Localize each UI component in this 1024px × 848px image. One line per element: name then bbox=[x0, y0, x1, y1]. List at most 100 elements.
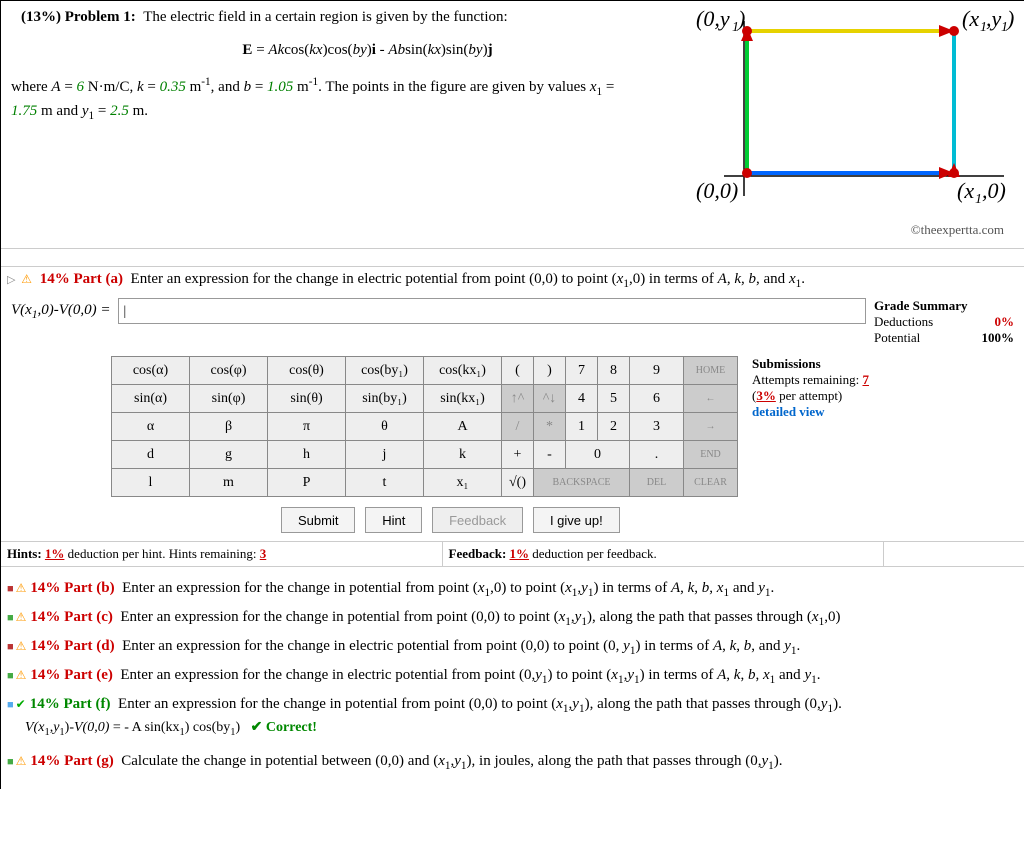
key-A[interactable]: A bbox=[424, 413, 502, 441]
part-line[interactable]: 14% Part (c) Enter an expression for the… bbox=[7, 604, 1018, 633]
key-cos(kx₁)[interactable]: cos(kx₁) bbox=[424, 357, 502, 385]
key-π[interactable]: π bbox=[268, 413, 346, 441]
problem-intro: The electric field in a certain region i… bbox=[143, 9, 507, 25]
problem-top-row: (13%) Problem 1: The electric field in a… bbox=[1, 1, 1024, 248]
part-line[interactable]: 14% Part (d) Enter an expression for the… bbox=[7, 633, 1018, 662]
svg-text:(x: (x bbox=[962, 6, 979, 31]
warn-icon bbox=[21, 271, 36, 287]
key-j[interactable]: j bbox=[346, 441, 424, 469]
key-left[interactable]: ← bbox=[684, 385, 738, 413]
part-text: Enter an expression for the change in el… bbox=[120, 667, 820, 683]
hint-button[interactable]: Hint bbox=[365, 507, 422, 533]
key-sin(φ)[interactable]: sin(φ) bbox=[190, 385, 268, 413]
key-α[interactable]: α bbox=[112, 413, 190, 441]
key-right[interactable]: → bbox=[684, 413, 738, 441]
key-x₁[interactable]: x₁ bbox=[424, 469, 502, 497]
key-9[interactable]: 9 bbox=[630, 357, 684, 385]
key-7[interactable]: 7 bbox=[566, 357, 598, 385]
key-)[interactable]: ) bbox=[534, 357, 566, 385]
feedback-button[interactable]: Feedback bbox=[432, 507, 523, 533]
key-d[interactable]: d bbox=[112, 441, 190, 469]
attempts-label: Attempts remaining: bbox=[752, 372, 859, 387]
key-home[interactable]: HOME bbox=[684, 357, 738, 385]
key-t[interactable]: t bbox=[346, 469, 424, 497]
part-icon bbox=[7, 580, 16, 596]
submit-button[interactable]: Submit bbox=[281, 507, 355, 533]
feedback-cell: Feedback: 1% deduction per feedback. bbox=[443, 542, 885, 566]
key-cos(α)[interactable]: cos(α) bbox=[112, 357, 190, 385]
key-^↓[interactable]: ^↓ bbox=[534, 385, 566, 413]
diagram-svg: (0,y 1 ) (x 1 ,y 1 ) (0,0) (x 1 ,0) bbox=[664, 1, 1014, 211]
key-sin(kx₁)[interactable]: sin(kx₁) bbox=[424, 385, 502, 413]
part-label: 14% Part (b) bbox=[30, 580, 114, 596]
problem-percent: (13%) bbox=[21, 9, 61, 25]
key-g[interactable]: g bbox=[190, 441, 268, 469]
key-cos(θ)[interactable]: cos(θ) bbox=[268, 357, 346, 385]
part-text: Enter an expression for the change in el… bbox=[122, 638, 800, 654]
per-attempt: (3% per attempt) bbox=[752, 388, 878, 404]
key-sqrt[interactable]: √() bbox=[502, 469, 534, 497]
keypad-table: cos(α)cos(φ)cos(θ)cos(by₁)cos(kx₁)()789H… bbox=[111, 356, 738, 497]
key-cos(by₁)[interactable]: cos(by₁) bbox=[346, 357, 424, 385]
potential-label: Potential bbox=[874, 330, 920, 346]
key-↑^[interactable]: ↑^ bbox=[502, 385, 534, 413]
answer-row: V(x1,0)-V(0,0) = Grade Summary Deduction… bbox=[1, 294, 1024, 350]
action-row: Submit Hint Feedback I give up! bbox=[1, 501, 1024, 541]
key-h[interactable]: h bbox=[268, 441, 346, 469]
svg-text:(0,y: (0,y bbox=[696, 6, 730, 31]
hints-row: Hints: 1% deduction per hint. Hints rema… bbox=[1, 541, 1024, 567]
part-text: Enter an expression for the change in po… bbox=[120, 609, 840, 625]
part-line[interactable]: 14% Part (b) Enter an expression for the… bbox=[7, 575, 1018, 604]
key-del[interactable]: DEL bbox=[630, 469, 684, 497]
part-answer: V(x1,y1)-V(0,0) = - A sin(kx1) cos(by1) … bbox=[7, 719, 1018, 738]
diagram-panel: (0,y 1 ) (x 1 ,y 1 ) (0,0) (x 1 ,0) ©the… bbox=[654, 1, 1024, 248]
problem-container: (13%) Problem 1: The electric field in a… bbox=[0, 0, 1024, 789]
key-1[interactable]: 1 bbox=[566, 413, 598, 441]
attempts-value: 7 bbox=[862, 372, 869, 387]
key-cos(φ)[interactable]: cos(φ) bbox=[190, 357, 268, 385]
key-4[interactable]: 4 bbox=[566, 385, 598, 413]
key-8[interactable]: 8 bbox=[598, 357, 630, 385]
key-m[interactable]: m bbox=[190, 469, 268, 497]
key-([interactable]: ( bbox=[502, 357, 534, 385]
status-icon bbox=[16, 667, 31, 683]
key-/[interactable]: / bbox=[502, 413, 534, 441]
part-a-text: 14% Part (a) Enter an expression for the… bbox=[40, 271, 805, 287]
part-line[interactable]: 14% Part (e) Enter an expression for the… bbox=[7, 662, 1018, 691]
key-β[interactable]: β bbox=[190, 413, 268, 441]
key-dot[interactable]: . bbox=[630, 441, 684, 469]
grade-summary: Grade Summary Deductions0% Potential100% bbox=[874, 298, 1014, 346]
key-clear[interactable]: CLEAR bbox=[684, 469, 738, 497]
collapse-icon[interactable] bbox=[7, 271, 17, 287]
key-3[interactable]: 3 bbox=[630, 413, 684, 441]
answer-input[interactable] bbox=[118, 298, 866, 324]
giveup-button[interactable]: I give up! bbox=[533, 507, 620, 533]
svg-text:(x: (x bbox=[957, 178, 974, 203]
part-icon bbox=[7, 667, 16, 683]
key-+[interactable]: + bbox=[502, 441, 534, 469]
key-2[interactable]: 2 bbox=[598, 413, 630, 441]
key-k[interactable]: k bbox=[424, 441, 502, 469]
key-5[interactable]: 5 bbox=[598, 385, 630, 413]
key-*[interactable]: * bbox=[534, 413, 566, 441]
diagram-caption: ©theexpertta.com bbox=[664, 222, 1014, 238]
key-θ[interactable]: θ bbox=[346, 413, 424, 441]
key-P[interactable]: P bbox=[268, 469, 346, 497]
part-a-header: 14% Part (a) Enter an expression for the… bbox=[1, 266, 1024, 294]
key-end[interactable]: END bbox=[684, 441, 738, 469]
part-line[interactable]: 14% Part (g) Calculate the change in pot… bbox=[7, 748, 1018, 777]
key-6[interactable]: 6 bbox=[630, 385, 684, 413]
key--[interactable]: - bbox=[534, 441, 566, 469]
key-sin(θ)[interactable]: sin(θ) bbox=[268, 385, 346, 413]
key-sin(α)[interactable]: sin(α) bbox=[112, 385, 190, 413]
key-sin(by₁)[interactable]: sin(by₁) bbox=[346, 385, 424, 413]
equation: E = Akcos(kx)cos(by)i - Absin(kx)sin(by)… bbox=[91, 42, 644, 59]
svg-text:,0): ,0) bbox=[982, 178, 1006, 203]
key-0[interactable]: 0 bbox=[566, 441, 630, 469]
key-backspace[interactable]: BACKSPACE bbox=[534, 469, 630, 497]
key-l[interactable]: l bbox=[112, 469, 190, 497]
svg-text:,y: ,y bbox=[986, 6, 1002, 31]
status-icon bbox=[16, 580, 31, 596]
detailed-view-link[interactable]: detailed view bbox=[752, 404, 878, 420]
part-line[interactable]: 14% Part (f) Enter an expression for the… bbox=[7, 691, 1018, 720]
